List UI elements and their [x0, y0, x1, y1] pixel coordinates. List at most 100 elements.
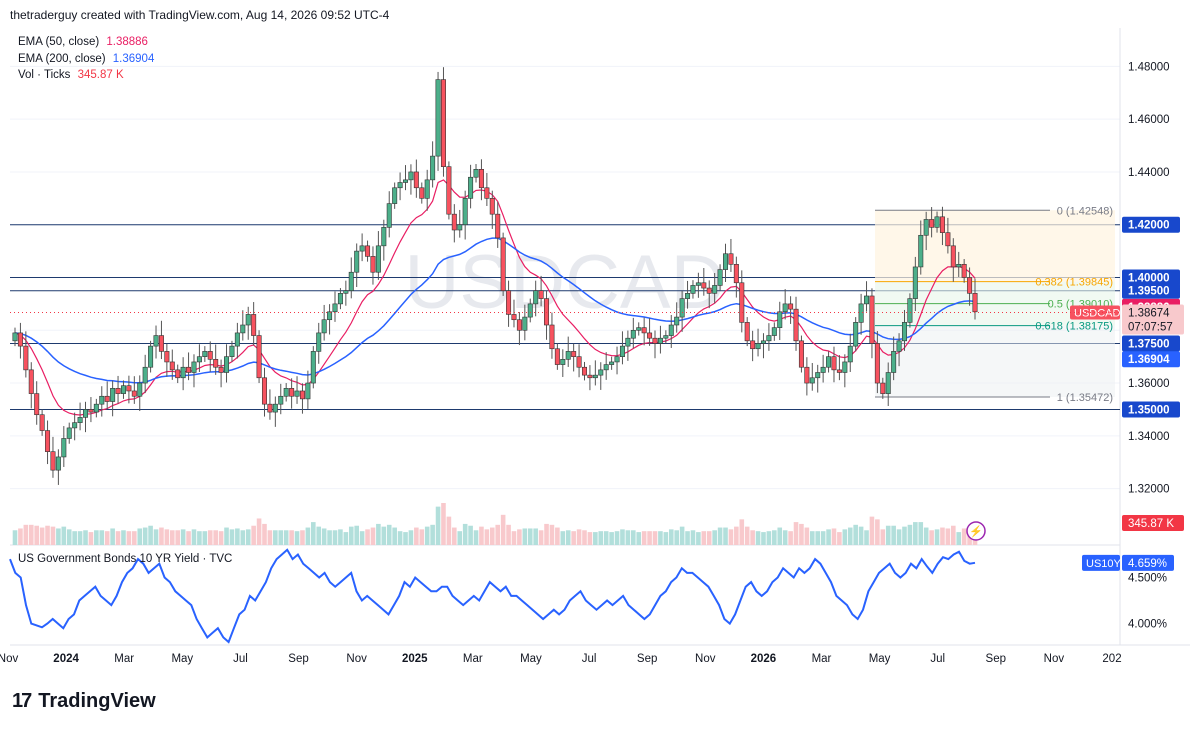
candle[interactable]: [61, 438, 67, 458]
candle[interactable]: [641, 327, 647, 334]
candle[interactable]: [880, 382, 886, 394]
candle[interactable]: [950, 245, 956, 268]
candle[interactable]: [299, 390, 305, 400]
candle[interactable]: [891, 351, 897, 373]
candle[interactable]: [245, 314, 251, 326]
candle[interactable]: [565, 351, 571, 360]
candle[interactable]: [853, 322, 859, 347]
candle[interactable]: [164, 351, 170, 363]
candle[interactable]: [598, 369, 604, 376]
candle[interactable]: [213, 359, 219, 368]
candle[interactable]: [516, 319, 522, 331]
candle[interactable]: [88, 409, 94, 413]
candle[interactable]: [690, 285, 696, 294]
candle[interactable]: [158, 335, 164, 352]
candle[interactable]: [359, 245, 365, 252]
candle[interactable]: [468, 176, 474, 199]
candle[interactable]: [907, 298, 913, 323]
candle[interactable]: [706, 287, 712, 294]
candle[interactable]: [126, 385, 132, 392]
candle[interactable]: [668, 324, 674, 336]
candle[interactable]: [430, 155, 436, 181]
candle[interactable]: [847, 345, 853, 363]
candle[interactable]: [777, 311, 783, 328]
candle[interactable]: [12, 332, 18, 342]
candle[interactable]: [614, 356, 620, 363]
candle[interactable]: [294, 390, 300, 397]
candle[interactable]: [581, 366, 587, 376]
candle[interactable]: [717, 269, 723, 286]
candle[interactable]: [592, 374, 598, 379]
candle[interactable]: [207, 351, 213, 360]
candle[interactable]: [571, 351, 577, 357]
candle[interactable]: [489, 198, 495, 215]
candle[interactable]: [397, 182, 403, 189]
candle[interactable]: [484, 187, 490, 199]
candle[interactable]: [261, 377, 267, 405]
candle[interactable]: [93, 403, 99, 413]
candle[interactable]: [826, 356, 832, 368]
candle[interactable]: [39, 414, 45, 431]
candle[interactable]: [858, 303, 864, 323]
candle[interactable]: [17, 332, 23, 347]
candle[interactable]: [793, 308, 799, 342]
candle[interactable]: [50, 451, 56, 471]
candle[interactable]: [446, 166, 452, 215]
candle[interactable]: [457, 224, 463, 231]
candle[interactable]: [310, 351, 316, 384]
candle[interactable]: [305, 382, 311, 400]
candle[interactable]: [180, 366, 186, 379]
legend-ema200[interactable]: EMA (200, close) 1.36904: [18, 53, 154, 65]
candle[interactable]: [755, 343, 761, 350]
candle[interactable]: [240, 324, 246, 334]
candle[interactable]: [424, 179, 430, 199]
candle[interactable]: [527, 303, 533, 318]
candle[interactable]: [148, 345, 154, 368]
candle[interactable]: [587, 374, 593, 379]
candle[interactable]: [788, 303, 794, 310]
candle[interactable]: [929, 219, 935, 228]
candle[interactable]: [224, 356, 230, 373]
candle[interactable]: [218, 366, 224, 373]
candle[interactable]: [72, 422, 78, 429]
candle[interactable]: [750, 340, 756, 350]
candle[interactable]: [321, 319, 327, 334]
candle[interactable]: [804, 366, 810, 384]
candle[interactable]: [392, 187, 398, 204]
candle[interactable]: [815, 372, 821, 379]
candle[interactable]: [500, 237, 506, 291]
candle[interactable]: [23, 345, 29, 371]
candle[interactable]: [874, 343, 880, 384]
candle[interactable]: [896, 340, 902, 352]
candle[interactable]: [701, 282, 707, 289]
candle[interactable]: [739, 282, 745, 323]
candle[interactable]: [809, 377, 815, 384]
candle[interactable]: [723, 253, 729, 270]
candle[interactable]: [110, 388, 116, 402]
candle[interactable]: [760, 340, 766, 344]
candle[interactable]: [652, 337, 658, 344]
candle[interactable]: [560, 359, 566, 365]
candle[interactable]: [945, 232, 951, 247]
candle[interactable]: [967, 277, 973, 294]
candle[interactable]: [267, 403, 273, 413]
candle[interactable]: [289, 388, 295, 397]
candle[interactable]: [256, 335, 262, 379]
candle[interactable]: [28, 369, 34, 394]
candle[interactable]: [115, 388, 121, 394]
candle[interactable]: [365, 245, 371, 257]
candle[interactable]: [766, 335, 772, 342]
candle[interactable]: [972, 293, 978, 313]
candle[interactable]: [272, 403, 278, 413]
candle[interactable]: [408, 171, 414, 181]
candle[interactable]: [99, 395, 105, 405]
candle[interactable]: [744, 322, 750, 342]
candle[interactable]: [142, 366, 148, 384]
candle[interactable]: [733, 264, 739, 284]
candle[interactable]: [153, 335, 159, 347]
candle[interactable]: [630, 329, 636, 339]
candle[interactable]: [343, 290, 349, 294]
candle[interactable]: [934, 216, 940, 228]
candle[interactable]: [77, 417, 83, 423]
candle[interactable]: [674, 316, 680, 326]
